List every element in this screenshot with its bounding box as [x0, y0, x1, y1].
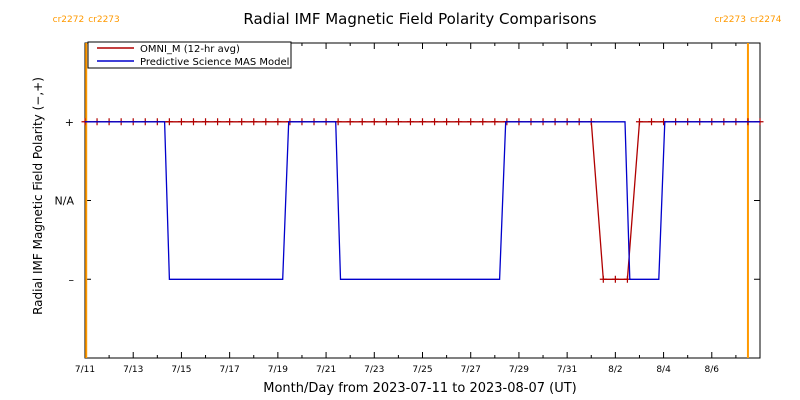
x-axis-title: Month/Day from 2023-07-11 to 2023-08-07 … [263, 381, 576, 396]
omni-data-point [431, 118, 439, 126]
omni-data-point [202, 118, 210, 126]
x-tick-label: 8/2 [608, 365, 622, 375]
y-tick-label: – [69, 273, 75, 286]
omni-data-point [189, 118, 197, 126]
chart-title: Radial IMF Magnetic Field Polarity Compa… [243, 10, 596, 28]
omni-data-point [370, 118, 378, 126]
omni-data-point [177, 118, 185, 126]
carrington-label-right: cr2273 [88, 15, 120, 25]
x-tick-label: 8/6 [705, 365, 720, 375]
x-tick-label: 7/25 [412, 365, 432, 375]
x-tick-label: 7/23 [364, 365, 384, 375]
plot-area: 7/11 7/13 7/15 7/17 7/19 7/21 7/23 7/25 7/27 7/29… [53, 15, 782, 375]
y-tick-label: + [65, 116, 74, 129]
omni-data-point [455, 118, 463, 126]
x-tick-label: 7/11 [75, 365, 95, 375]
legend-label-omni: OMNI_M (12-hr avg) [140, 44, 240, 55]
legend: OMNI_M (12-hr avg) Predictive Science MA… [87, 41, 292, 69]
carrington-label-right: cr2274 [750, 15, 782, 25]
carrington-label-left: cr2273 [714, 15, 746, 25]
x-tick-label: 7/31 [557, 365, 577, 375]
y-tick-label: N/A [55, 195, 75, 208]
series-line-mas [85, 121, 760, 280]
omni-data-point [214, 118, 222, 126]
carrington-label-left: cr2272 [53, 15, 85, 25]
omni-data-point [250, 118, 258, 126]
y-axis-title: Radial IMF Magnetic Field Polarity (−,+) [31, 77, 45, 315]
omni-data-point [394, 118, 402, 126]
omni-data-point [358, 118, 366, 126]
x-tick-label: 7/13 [123, 365, 143, 375]
omni-data-point [599, 275, 607, 283]
legend-box [87, 41, 292, 69]
omni-data-point [467, 118, 475, 126]
omni-data-point [165, 118, 173, 126]
legend-label-mas: Predictive Science MAS Model [140, 57, 289, 68]
x-tick-label: 7/15 [171, 365, 191, 375]
omni-data-point [611, 275, 619, 283]
omni-data-point [346, 118, 354, 126]
omni-data-point [443, 118, 451, 126]
x-tick-label: 7/27 [461, 365, 481, 375]
omni-data-point [226, 118, 234, 126]
x-tick-label: 8/4 [656, 365, 671, 375]
omni-data-point [479, 118, 487, 126]
x-tick-label: 7/19 [268, 365, 288, 375]
omni-data-point [648, 118, 656, 126]
omni-data-point [419, 118, 426, 126]
omni-data-point [406, 118, 414, 126]
omni-data-point [274, 118, 282, 126]
x-tick-label: 7/17 [220, 365, 240, 375]
omni-data-point [635, 118, 643, 126]
omni-data-point [262, 118, 270, 126]
omni-data-point [238, 118, 246, 126]
omni-data-point [491, 118, 499, 126]
x-tick-label: 7/21 [316, 365, 336, 375]
omni-data-point [382, 118, 390, 126]
x-tick-label: 7/29 [509, 365, 529, 375]
